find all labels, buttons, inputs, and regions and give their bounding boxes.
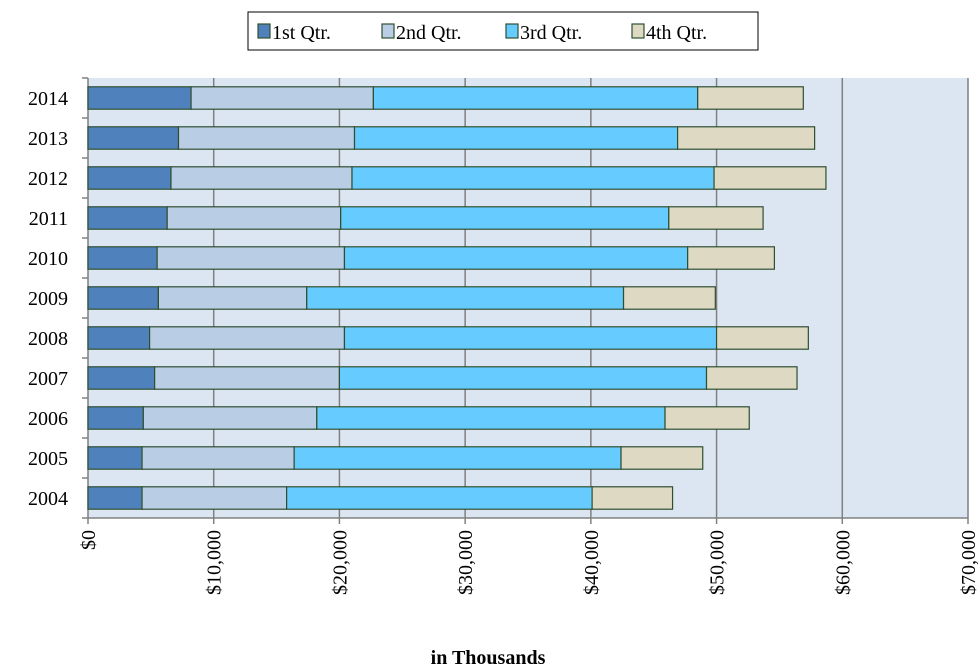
y-tick-label: 2005	[28, 448, 68, 470]
bar-segment	[142, 406, 318, 430]
bar-segment	[620, 446, 704, 470]
bar-segment	[343, 326, 718, 350]
bar-segment	[87, 86, 192, 110]
y-tick-label: 2010	[28, 248, 68, 270]
legend-swatch	[631, 23, 645, 39]
bar-segment	[306, 286, 625, 310]
x-tick-label: $70,000	[958, 530, 980, 595]
x-axis-title: in Thousands	[431, 647, 546, 669]
x-tick-label: $10,000	[204, 530, 226, 595]
bar-segment	[87, 366, 156, 390]
bar-segment	[157, 286, 308, 310]
x-tick-label: $30,000	[455, 530, 477, 595]
bar-segment	[713, 166, 827, 190]
bar-segment	[372, 86, 699, 110]
bar-segment	[622, 286, 716, 310]
y-tick-label: 2007	[28, 368, 68, 390]
bar-segment	[170, 166, 353, 190]
legend-label: 1st Qtr.	[272, 22, 331, 44]
bar-segment	[668, 206, 764, 230]
bar-segment	[87, 326, 151, 350]
y-tick-label: 2012	[28, 168, 68, 190]
bar-segment	[351, 166, 715, 190]
legend-swatch	[257, 23, 271, 39]
legend-label: 2nd Qtr.	[396, 22, 462, 44]
y-tick-label: 2014	[28, 88, 68, 110]
bar-segment	[141, 486, 288, 510]
bar-segment	[141, 446, 295, 470]
x-tick-label: $60,000	[832, 530, 854, 595]
x-tick-label: $40,000	[581, 530, 603, 595]
bar-segment	[87, 446, 143, 470]
bar-segment	[316, 406, 666, 430]
y-tick-label: 2011	[29, 208, 68, 230]
bar-segment	[676, 126, 816, 150]
bar-segment	[715, 326, 809, 350]
legend: 1st Qtr. 2nd Qtr. 3rd Qtr. 4th Qtr.	[247, 11, 759, 51]
legend-box	[247, 11, 759, 51]
bar-segment	[687, 246, 776, 270]
plot-area: $0 $10,000 $20,000 $30,000 $40,000 $50,000 $60…	[28, 77, 980, 595]
y-tick-label: 2013	[28, 128, 68, 150]
bar-segment	[353, 126, 679, 150]
bar-segment	[338, 366, 708, 390]
bar-segment	[87, 286, 160, 310]
bar-segment	[293, 446, 622, 470]
legend-swatch	[381, 23, 395, 39]
legend-label: 3rd Qtr.	[520, 22, 582, 44]
bar-segment	[705, 366, 798, 390]
bar-segment	[343, 246, 689, 270]
bar-segment	[286, 486, 593, 510]
bar-segment	[87, 246, 158, 270]
bar-segment	[190, 86, 374, 110]
bar-segment	[340, 206, 670, 230]
x-tick-label: $0	[78, 530, 100, 550]
y-tick-label: 2004	[28, 488, 68, 510]
x-tick-label: $50,000	[707, 530, 729, 595]
bar-segment	[664, 406, 750, 430]
y-tick-label: 2009	[28, 288, 68, 310]
y-tick-label: 2006	[28, 408, 68, 430]
legend-label: 4th Qtr.	[646, 22, 707, 44]
bar-segment	[87, 406, 144, 430]
bar-segment	[87, 126, 180, 150]
bar-segment	[87, 206, 168, 230]
bar-segment	[149, 326, 346, 350]
bar-segment	[156, 246, 346, 270]
y-tick-label: 2008	[28, 328, 68, 350]
bar-segment	[177, 126, 356, 150]
bar-segment	[87, 166, 172, 190]
bar-segment	[591, 486, 674, 510]
bar-segment	[166, 206, 342, 230]
legend-swatch	[505, 23, 519, 39]
bar-segment	[154, 366, 341, 390]
x-tick-label: $20,000	[329, 530, 351, 595]
bar-segment	[87, 486, 143, 510]
bar-segment	[697, 86, 804, 110]
